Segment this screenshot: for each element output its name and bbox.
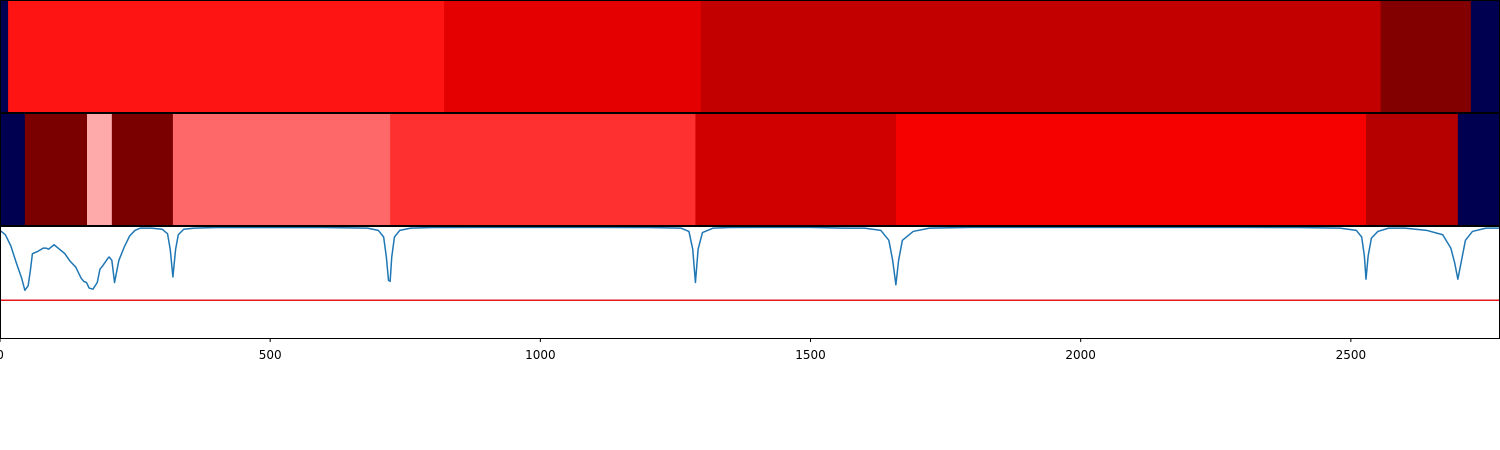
line-panel (0, 226, 1500, 338)
band-bottom-segment-4 (172, 114, 391, 225)
x-tick-label: 1000 (525, 348, 556, 362)
band-top-segment-0 (0, 1, 9, 112)
heatmap-band-bottom (0, 114, 1500, 225)
line-panel-background (0, 226, 1500, 338)
band-bottom-segment-6 (695, 114, 897, 225)
x-tick-label: 1500 (795, 348, 826, 362)
x-axis: 0 500 1000 1500 2000 2500 (0, 338, 1366, 362)
band-bottom-segment-1 (24, 114, 88, 225)
band-bottom-segment-9 (1457, 114, 1500, 225)
x-tick-label: 2000 (1065, 348, 1096, 362)
band-bottom-segment-3 (111, 114, 174, 225)
band-top-segment-5 (1470, 1, 1500, 112)
x-tick-label: 500 (259, 348, 282, 362)
band-top-segment-2 (444, 1, 702, 112)
band-bottom-segment-5 (390, 114, 696, 225)
x-tick-label: 0 (0, 348, 4, 362)
band-bottom-segment-8 (1365, 114, 1459, 225)
series-line (0, 226, 1500, 292)
band-top-segment-1 (8, 1, 445, 112)
heatmap-band-top (0, 1, 1500, 112)
band-bottom-segment-2 (87, 114, 113, 225)
band-bottom-segment-7 (895, 114, 1367, 225)
band-top-segment-3 (700, 1, 1382, 112)
band-bottom-segment-0 (0, 114, 26, 225)
band-top-segment-4 (1380, 1, 1472, 112)
x-tick-label: 2500 (1336, 348, 1367, 362)
